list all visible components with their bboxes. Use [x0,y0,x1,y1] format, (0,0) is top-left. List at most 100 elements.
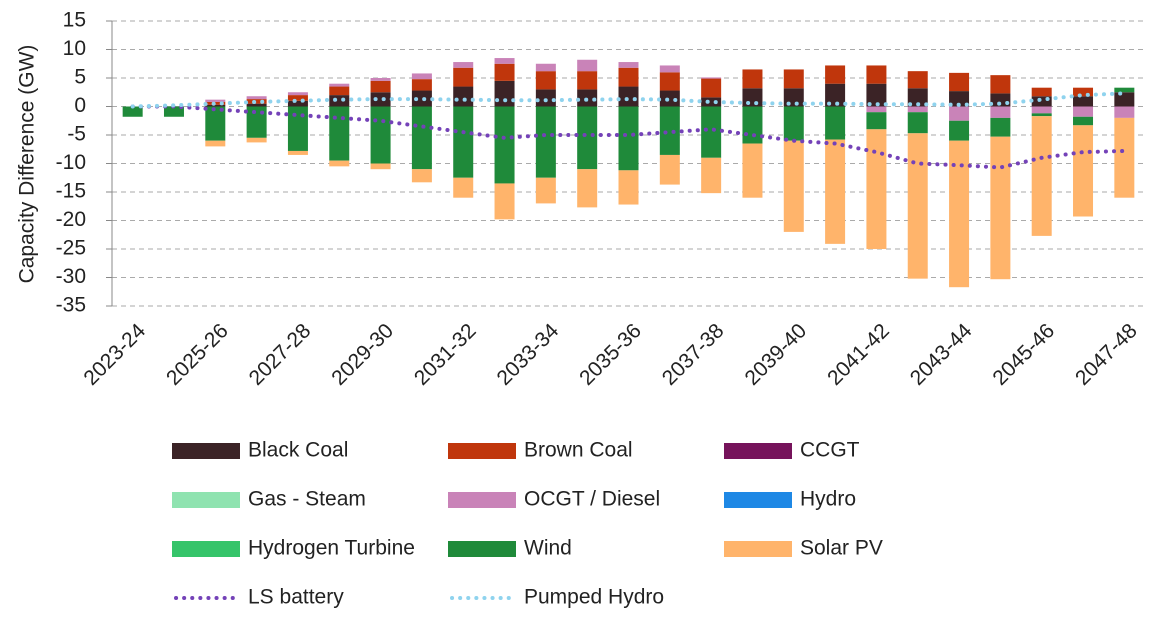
legend-swatch [172,541,240,557]
legend-label: Hydro [800,488,856,511]
y-tick-label: -20 [56,208,86,231]
x-tick-label: 2035-36 [575,319,646,390]
legend-swatch [724,541,792,557]
x-tick-label: 2031-32 [410,319,481,390]
bar-segment [1114,106,1135,118]
y-axis-label: Capacity Difference (GW) [16,45,39,284]
bar-segment [329,86,350,96]
bar-segment [825,83,846,107]
legend-swatch [172,443,240,459]
y-tick-label: 15 [63,9,86,32]
bar-segment [205,104,226,107]
bar-segment [287,150,308,155]
bar-segment [1073,125,1094,217]
bar-segment [1114,117,1135,198]
bar-segment [618,170,639,205]
bar-segment [1031,87,1052,97]
legend-label: Hydrogen Turbine [248,537,415,560]
legend-label: CCGT [800,439,860,462]
bar-segment [494,106,515,184]
bar-segment [577,169,598,208]
bar-segment [1114,87,1135,93]
bar-segment [907,88,928,107]
bar-segment [370,163,391,170]
bar-segment [659,90,680,107]
bar-segment [783,140,804,232]
bar-segment [618,62,639,68]
y-tick-label: 0 [74,94,86,117]
bar-segment [783,69,804,89]
bar-segment [246,99,267,104]
bar-segment [494,58,515,64]
bar-segment [1031,96,1052,107]
bar-segment [411,169,432,183]
legend-swatch [724,492,792,508]
bar-segment [411,79,432,91]
bar-segment [659,106,680,155]
bar-segment [163,106,184,117]
bar-segment [701,78,722,98]
legend-label: Gas - Steam [248,488,366,511]
bar-segment [1114,92,1135,107]
legend-label: Black Coal [248,439,348,462]
bar-segment [1073,106,1094,117]
y-tick-label: -30 [56,265,86,288]
bar-segment [287,92,308,96]
y-tick-label: -5 [67,123,86,146]
bar-segment [494,183,515,220]
bar-segment [701,157,722,194]
bar-segment [329,83,350,87]
bar-segment [535,89,556,107]
bar-segment [577,106,598,170]
bar-segment [742,88,763,107]
bar-segment [949,120,970,141]
bar-segment [577,59,598,72]
bar-segment [453,62,474,68]
x-tick-label: 2045-46 [988,319,1059,390]
x-tick-label: 2029-30 [327,319,398,390]
bar-segment [907,133,928,279]
bar-segment [907,112,928,134]
x-tick-label: 2043-44 [906,319,977,390]
bar-segment [866,106,887,113]
legend-label: OCGT / Diesel [524,488,660,511]
bar-segment [453,106,474,178]
bar-segment [535,71,556,90]
bar-segment [1073,87,1094,97]
bar-segment [990,117,1011,137]
bar-segment [494,80,515,107]
bar-segment [990,136,1011,280]
bar-segment [866,112,887,130]
bar-segment [907,106,928,113]
legend-swatch [448,492,516,508]
bar-segment [453,177,474,198]
bar-segment [866,129,887,249]
bar-segment [742,69,763,89]
x-tick-label: 2027-28 [245,319,316,390]
bar-segment [701,106,722,158]
bar-segment [949,140,970,288]
bar-segment [907,71,928,89]
bar-segment [990,106,1011,118]
x-tick-label: 2039-40 [740,319,811,390]
bar-segment [370,78,391,81]
bar-segment [618,67,639,87]
bar-segment [659,65,680,73]
bar-segment [205,106,226,141]
bar-segment [205,99,226,102]
bar-segment [329,106,350,161]
legend-swatch [724,443,792,459]
bar-segment [411,73,432,80]
bar-segment [370,92,391,107]
bar-segment [122,106,143,117]
legend-label: Wind [524,537,572,560]
y-tick-label: 5 [74,66,86,89]
legend-label: Pumped Hydro [524,586,664,609]
bar-segment [329,95,350,107]
bar-segment [535,177,556,204]
x-tick-label: 2033-34 [493,319,564,390]
bar-segment [246,137,267,143]
bar-segment [825,139,846,244]
bar-segment [370,80,391,93]
